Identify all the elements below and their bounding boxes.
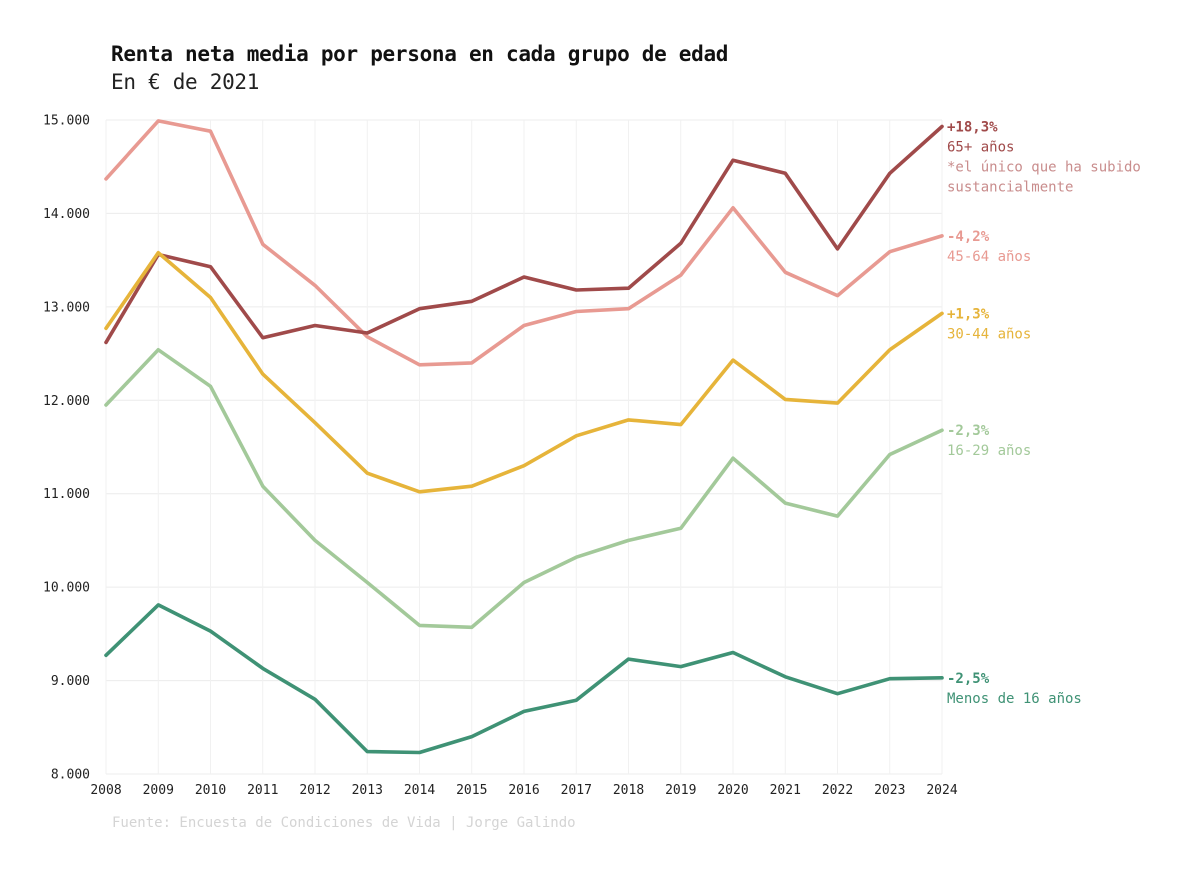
series-line (104, 250, 944, 494)
series-name-label: 16-29 años (947, 443, 1031, 459)
series-change-label: +18,3% (947, 120, 998, 136)
x-tick-label: 2024 (926, 783, 957, 798)
x-tick-label: 2021 (770, 783, 801, 798)
series-labels: -4,2% 45-64 años +18,3% 65+ años *el único q… (947, 120, 1141, 707)
x-tick-label: 2022 (822, 783, 853, 798)
y-tick-label: 14.000 (43, 207, 90, 222)
x-tick-label: 2011 (247, 783, 278, 798)
x-tick-label: 2008 (90, 783, 121, 798)
series-name-label: Menos de 16 años (947, 691, 1082, 707)
series-note-label: sustancialmente (947, 180, 1073, 196)
y-tick-label: 11.000 (43, 487, 90, 502)
x-tick-label: 2018 (613, 783, 644, 798)
x-tick-label: 2013 (352, 783, 383, 798)
series-change-label: +1,3% (947, 306, 990, 322)
y-tick-label: 9.000 (51, 674, 90, 689)
source-note: Fuente: Encuesta de Condiciones de Vida … (112, 815, 576, 831)
series-change-label: -4,2% (947, 229, 990, 245)
x-tick-label: 2023 (874, 783, 905, 798)
x-tick-label: 2020 (717, 783, 748, 798)
series-lines (104, 119, 944, 755)
y-tick-label: 10.000 (43, 581, 90, 596)
series-line (104, 119, 944, 367)
chart-title: Renta neta media por persona en cada gru… (111, 42, 729, 66)
series-name-label: 30-44 años (947, 326, 1031, 342)
y-axis: 8.000 9.000 10.000 11.000 12.000 13.000 14.000… (43, 114, 90, 783)
series-line (104, 124, 944, 345)
x-tick-label: 2017 (561, 783, 592, 798)
x-tick-label: 2016 (508, 783, 539, 798)
y-tick-label: 12.000 (43, 394, 90, 409)
series-name-label: 45-64 años (947, 249, 1031, 265)
y-tick-label: 13.000 (43, 300, 90, 315)
x-tick-label: 2014 (404, 783, 435, 798)
series-line (104, 347, 944, 630)
x-tick-label: 2012 (299, 783, 330, 798)
chart-subtitle: En € de 2021 (111, 70, 260, 94)
x-tick-label: 2009 (143, 783, 174, 798)
series-note-label: *el único que ha subido (947, 160, 1141, 176)
y-tick-label: 8.000 (51, 768, 90, 783)
x-axis: 2008 2009 2010 2011 2012 2013 2014 2015 2016 2017… (90, 783, 957, 798)
x-tick-label: 2010 (195, 783, 226, 798)
series-change-label: -2,5% (947, 671, 990, 687)
series-name-label: 65+ años (947, 140, 1014, 156)
series-change-label: -2,3% (947, 423, 990, 439)
x-tick-label: 2015 (456, 783, 487, 798)
y-tick-label: 15.000 (43, 114, 90, 129)
x-tick-label: 2019 (665, 783, 696, 798)
series-line (104, 603, 944, 755)
grid-lines (105, 119, 943, 775)
